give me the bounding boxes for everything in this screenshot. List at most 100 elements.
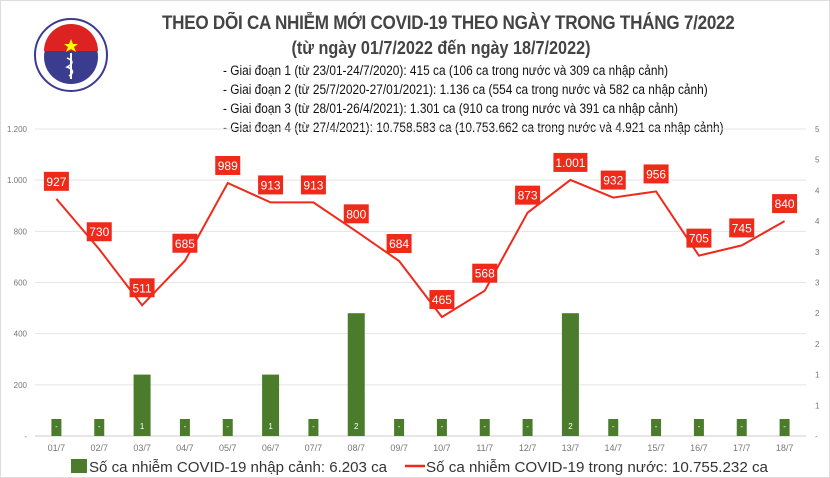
data-label: 956	[646, 167, 666, 181]
x-tick-label: 09/7	[390, 443, 408, 453]
data-label: 913	[261, 178, 281, 192]
bar-02/7	[94, 419, 105, 436]
bar-10/7	[436, 419, 447, 436]
bar-07/7	[308, 419, 319, 436]
x-tick-label: 15/7	[647, 443, 665, 453]
data-label: 465	[432, 293, 452, 307]
x-tick-label: 10/7	[433, 443, 451, 453]
data-label: 989	[218, 159, 238, 173]
bar-12/7	[522, 419, 533, 436]
legend-bar-swatch	[71, 459, 87, 473]
data-label-box	[43, 171, 69, 191]
bar-label: -	[312, 422, 315, 431]
bar-09/7	[394, 419, 405, 436]
bar-label: 2	[354, 422, 359, 431]
bar-05/7	[222, 419, 233, 436]
bar-04/7	[179, 419, 190, 436]
data-label: 932	[603, 174, 623, 188]
domestic-cases-line	[55, 178, 786, 319]
data-label-box	[472, 263, 498, 283]
legend-line-label: Số ca nhiễm COVID-19 trong nước: 10.755.…	[426, 459, 769, 476]
bar-label: -	[441, 422, 444, 431]
x-tick-label: 14/7	[604, 443, 622, 453]
chart-title: THEO DÕI CA NHIỄM MỚI COVID-19 THEO NGÀY…	[162, 13, 735, 34]
bar-label: -	[698, 422, 701, 431]
phase-note: - Giai đoạn 3 (từ 28/01-26/4/2021): 1.30…	[223, 101, 678, 116]
left-tick-label: 400	[14, 330, 28, 339]
bar-label: 2	[568, 422, 573, 431]
right-tick-label: 2	[815, 309, 820, 318]
x-tick-label: 05/7	[219, 443, 237, 453]
data-label: 840	[775, 197, 795, 211]
right-tick-label: 3	[815, 279, 820, 288]
bar-label: 1	[140, 422, 145, 431]
data-label-box	[729, 218, 755, 238]
phase-notes: - Giai đoạn 1 (từ 23/01-24/7/2020): 415 …	[223, 61, 724, 137]
right-tick-label: 2	[815, 340, 820, 349]
bar-label: 1	[268, 422, 273, 431]
bar-label: -	[55, 422, 58, 431]
data-label-box	[515, 185, 541, 205]
x-tick-label: 12/7	[519, 443, 537, 453]
right-tick-label: 5	[815, 156, 820, 165]
right-tick-label: 4	[815, 186, 820, 195]
left-tick-label: 800	[14, 227, 28, 236]
bar-18/7	[779, 419, 790, 436]
right-tick-label: 1	[815, 401, 820, 410]
data-label-box	[258, 175, 284, 195]
phase-note: - Giai đoạn 1 (từ 23/01-24/7/2020): 415 …	[223, 63, 669, 78]
bar-14/7	[608, 419, 619, 436]
bar-11/7	[479, 419, 490, 436]
bar-label: -	[483, 422, 486, 431]
bar-label: -	[612, 422, 615, 431]
x-tick-label: 18/7	[776, 443, 794, 453]
right-tick-label: 1	[815, 371, 820, 380]
data-label-box	[300, 175, 326, 195]
data-label-box	[772, 194, 798, 214]
bar-08/7	[347, 313, 365, 436]
data-label: 730	[89, 225, 109, 239]
data-label: 568	[475, 267, 495, 281]
bar-label: -	[740, 422, 743, 431]
legend-bar-label: Số ca nhiễm COVID-19 nhập cảnh: 6.203 ca	[89, 459, 388, 476]
data-label-box	[386, 234, 412, 254]
data-label: 873	[518, 189, 538, 203]
x-tick-label: 17/7	[733, 443, 751, 453]
bar-label: -	[655, 422, 658, 431]
data-label: 511	[133, 281, 152, 295]
x-tick-label: 11/7	[476, 443, 493, 453]
data-label-box	[686, 228, 712, 248]
data-label: 705	[689, 232, 709, 246]
data-label-box	[343, 204, 369, 224]
x-tick-label: 16/7	[690, 443, 708, 453]
ministry-logo	[31, 13, 111, 108]
x-tick-label: 07/7	[305, 443, 323, 453]
phase-note: - Giai đoạn 4 (từ 27/4/2021): 10.758.583…	[223, 120, 724, 135]
data-label: 1.001	[555, 156, 585, 170]
x-tick-label: 02/7	[90, 443, 108, 453]
bar-label: -	[184, 422, 187, 431]
x-tick-label: 08/7	[347, 443, 365, 453]
bar-label: -	[526, 422, 529, 431]
right-tick-label: 4	[815, 217, 820, 226]
phase-note: - Giai đoạn 2 (từ 25/7/2020-27/01/2021):…	[223, 82, 708, 97]
data-label-box	[129, 278, 155, 298]
data-label: 927	[46, 175, 66, 189]
left-tick-label: 600	[14, 279, 28, 288]
bar-label: -	[398, 422, 401, 431]
left-tick-label: 1.200	[7, 125, 28, 134]
data-label-box	[553, 152, 588, 172]
chart-subtitle: (từ ngày 01/7/2022 đến ngày 18/7/2022)	[291, 38, 591, 58]
bar-label: -	[226, 422, 229, 431]
bar-06/7	[262, 374, 280, 436]
data-label-box	[172, 233, 198, 253]
data-label-box	[600, 170, 626, 190]
x-tick-label: 03/7	[133, 443, 151, 453]
data-label-box	[215, 155, 241, 175]
bar-15/7	[651, 419, 662, 436]
x-tick-label: 13/7	[562, 443, 580, 453]
bar-label: -	[98, 422, 101, 431]
bar-label: -	[783, 422, 786, 431]
